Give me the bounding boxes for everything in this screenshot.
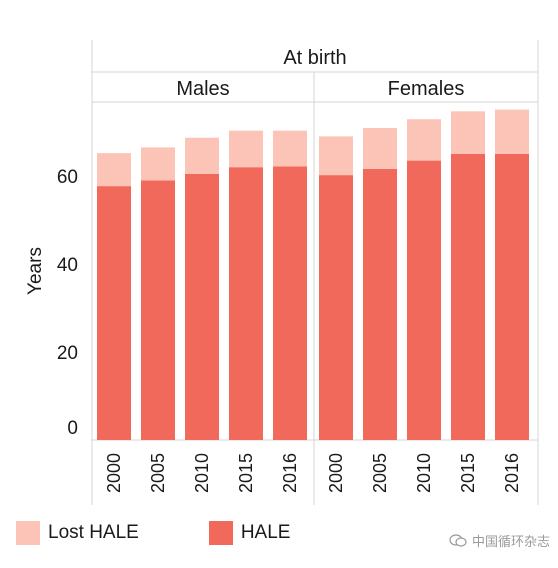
bar-hale	[451, 154, 485, 440]
legend-swatch-lost-hale	[16, 521, 40, 545]
bar-hale	[495, 154, 529, 440]
bar-hale	[363, 168, 397, 440]
bar-hale	[185, 173, 219, 441]
legend-item-lost-hale: Lost HALE	[16, 521, 139, 545]
bar-lost-hale	[273, 130, 307, 167]
legend-label-hale: HALE	[240, 522, 291, 543]
legend-label-lost-hale: Lost HALE	[48, 522, 139, 543]
x-tick-label: 2000	[104, 453, 124, 493]
x-tick-label: 2005	[148, 453, 168, 493]
y-axis-label: Years	[25, 247, 46, 295]
bar-hale	[319, 175, 353, 440]
bar-lost-hale	[319, 136, 353, 176]
legend: Lost HALE HALE	[16, 518, 360, 548]
bar-hale	[141, 180, 175, 440]
bar-lost-hale	[407, 119, 441, 161]
y-tick-label: 60	[57, 167, 78, 188]
bar-hale	[407, 160, 441, 440]
bar-hale	[97, 186, 131, 440]
x-tick-label: 2000	[326, 453, 346, 493]
x-tick-label: 2010	[192, 453, 212, 493]
bar-lost-hale	[185, 137, 219, 174]
bar-lost-hale	[229, 130, 263, 168]
panel-title-males: Males	[176, 78, 229, 100]
bar-lost-hale	[451, 111, 485, 154]
x-tick-label: 2010	[414, 453, 434, 493]
bar-lost-hale	[141, 147, 175, 181]
chart-header: At birth	[283, 47, 346, 69]
legend-item-hale: HALE	[208, 521, 291, 545]
x-tick-label: 2016	[280, 453, 300, 493]
x-tick-label: 2015	[458, 453, 478, 493]
panel-title-females: Females	[388, 78, 465, 100]
bar-hale	[273, 166, 307, 440]
bar-hale	[229, 167, 263, 440]
bar-lost-hale	[97, 153, 131, 187]
x-tick-label: 2005	[370, 453, 390, 493]
y-tick-label: 40	[57, 255, 78, 276]
x-tick-label: 2015	[236, 453, 256, 493]
legend-swatch-hale	[208, 521, 233, 545]
watermark: 中国循环杂志	[449, 531, 550, 550]
y-tick-label: 20	[57, 343, 78, 364]
bar-lost-hale	[363, 128, 397, 169]
stacked-bar-chart: At birth Years 0 20 40 60 Males 2000 2005 2010 201…	[25, 40, 539, 505]
watermark-text: 中国循环杂志	[471, 534, 550, 549]
x-tick-label: 2016	[502, 453, 522, 493]
y-tick-label: 0	[67, 418, 78, 439]
chat-bubble-icon	[449, 533, 467, 547]
bar-lost-hale	[495, 109, 529, 154]
